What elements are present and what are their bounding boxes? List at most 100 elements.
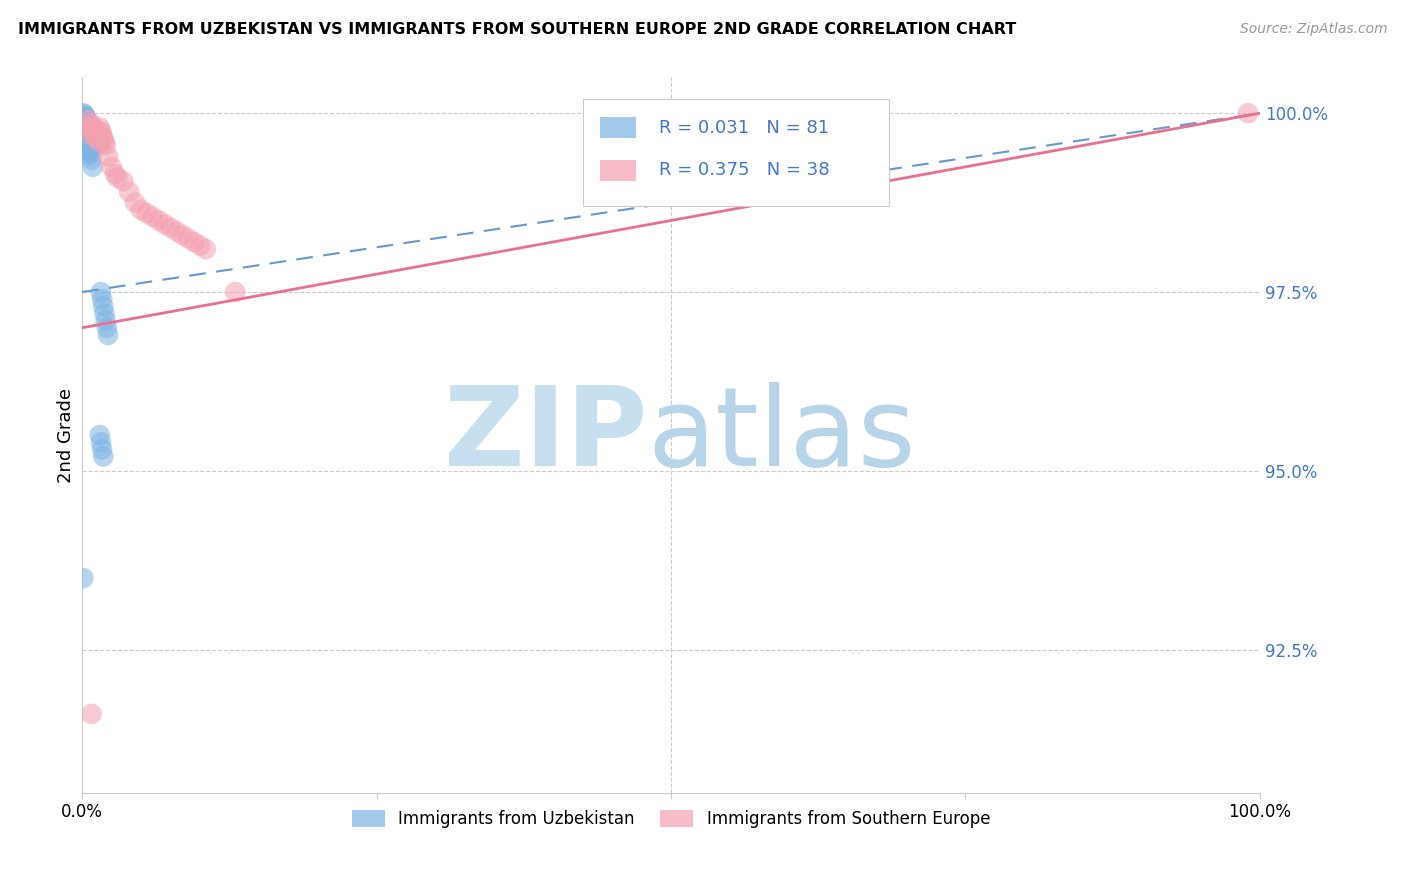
Point (77, 120, 100, 135)
Point (75, 117, 97, 131)
Point (79, 128, 101, 142)
Point (86, 138, 108, 153)
Point (129, 202, 152, 217)
Point (77, 147, 100, 161)
Point (142, 210, 165, 224)
Point (82, 135, 104, 149)
Point (76, 136, 98, 151)
Point (135, 206, 157, 220)
Point (79, 145, 101, 160)
Point (79, 135, 101, 149)
Point (76, 133, 98, 147)
Point (89, 120, 111, 135)
Point (75, 117, 97, 131)
Point (75, 129, 97, 144)
Point (84, 131, 107, 145)
Point (89, 135, 111, 149)
FancyBboxPatch shape (600, 117, 636, 138)
Point (76, 135, 98, 149)
Point (75, 124, 97, 138)
Point (77, 120, 100, 135)
Point (75, 126, 97, 140)
Point (73, 125, 96, 139)
Point (77, 120, 100, 135)
Point (224, 285, 246, 299)
Point (104, 167, 127, 181)
Point (76, 128, 98, 142)
Y-axis label: 2nd Grade: 2nd Grade (58, 387, 75, 483)
Point (77, 135, 100, 149)
Point (84, 128, 107, 142)
Point (90, 124, 112, 138)
Point (72, 115, 94, 129)
Point (73, 112, 96, 126)
Point (75, 120, 97, 135)
Point (153, 217, 176, 231)
Point (79, 142, 101, 156)
Point (77, 113, 100, 128)
Point (77, 142, 100, 156)
FancyBboxPatch shape (600, 160, 636, 181)
Point (94, 138, 117, 153)
Point (80, 138, 103, 153)
Text: atlas: atlas (647, 382, 915, 489)
Point (91, 128, 114, 142)
Point (80, 117, 103, 131)
Point (112, 174, 135, 188)
Text: ZIP: ZIP (444, 382, 647, 489)
Point (80, 153, 103, 167)
Point (75, 113, 97, 128)
Text: IMMIGRANTS FROM UZBEKISTAN VS IMMIGRANTS FROM SOUTHERN EUROPE 2ND GRADE CORRELAT: IMMIGRANTS FROM UZBEKISTAN VS IMMIGRANTS… (18, 22, 1017, 37)
Point (84, 135, 107, 149)
Text: Source: ZipAtlas.com: Source: ZipAtlas.com (1240, 22, 1388, 37)
Point (183, 235, 205, 249)
Point (73, 110, 96, 124)
Point (177, 231, 200, 245)
Point (84, 131, 107, 145)
Point (91, 450, 114, 464)
Point (159, 220, 181, 235)
Legend: Immigrants from Uzbekistan, Immigrants from Southern Europe: Immigrants from Uzbekistan, Immigrants f… (344, 803, 997, 834)
Point (83, 138, 105, 153)
Point (77, 138, 100, 153)
Point (76, 120, 98, 135)
Point (83, 128, 105, 142)
Point (82, 128, 104, 142)
Point (73, 113, 96, 128)
Point (83, 135, 105, 149)
Point (73, 108, 96, 122)
Point (80, 135, 103, 149)
Point (107, 170, 129, 185)
Point (89, 131, 111, 145)
Point (87, 131, 110, 145)
Point (97, 149, 120, 163)
Point (172, 227, 194, 242)
Point (77, 144, 100, 158)
Point (165, 224, 187, 238)
Point (93, 306, 115, 320)
Point (94, 313, 117, 327)
Point (73, 115, 96, 129)
Point (194, 242, 217, 256)
Point (82, 160, 104, 174)
Point (76, 124, 98, 138)
Point (77, 135, 100, 149)
Point (73, 122, 96, 136)
Point (82, 120, 104, 135)
Point (96, 320, 118, 334)
Point (72, 106, 94, 120)
Point (73, 119, 96, 133)
Point (100, 160, 122, 174)
Point (72, 116, 94, 130)
Point (93, 135, 115, 149)
Point (86, 124, 108, 138)
Point (84, 135, 107, 149)
Point (91, 442, 114, 457)
Point (80, 706, 103, 721)
Point (124, 195, 146, 210)
Point (73, 123, 96, 137)
FancyBboxPatch shape (582, 99, 889, 206)
Point (75, 110, 97, 124)
Point (148, 213, 170, 227)
Point (84, 128, 107, 142)
